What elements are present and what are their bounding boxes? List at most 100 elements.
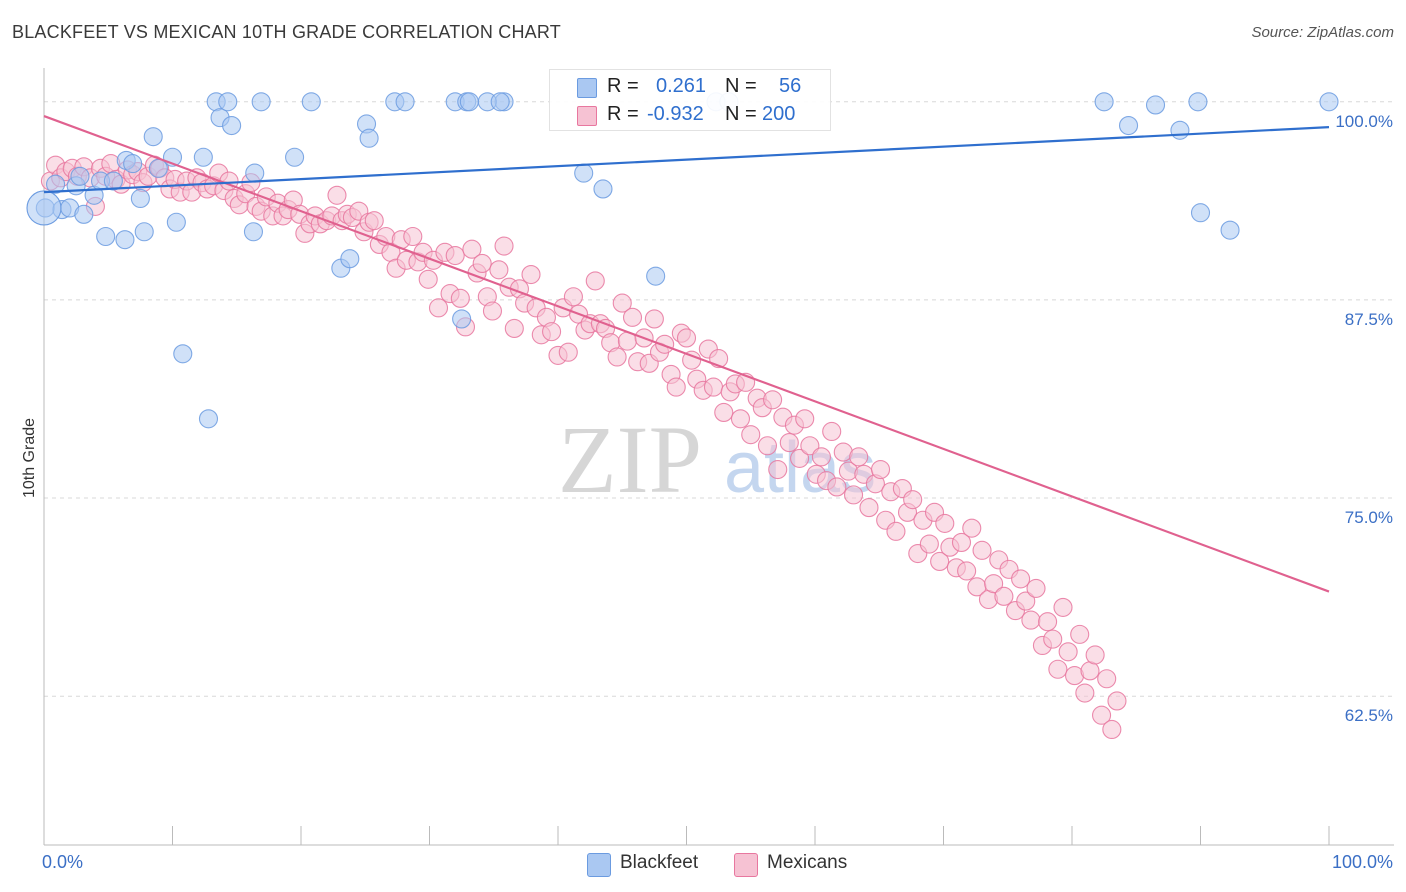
mexicans-point <box>655 334 675 354</box>
mexicans-point <box>1053 597 1073 617</box>
blackfeet-point <box>70 166 90 186</box>
mexicans-point <box>666 377 686 397</box>
mexicans-point <box>730 409 751 429</box>
mexicans-point <box>504 318 524 338</box>
blackfeet-point <box>245 163 265 183</box>
mexicans-point <box>676 328 697 348</box>
mexicans-point <box>811 447 831 467</box>
mexicans-point <box>364 211 384 231</box>
blackfeet-point <box>251 92 271 112</box>
y-tick-label: 75.0% <box>1345 508 1393 527</box>
mexicans-point <box>849 447 869 467</box>
mexicans-point <box>462 239 482 259</box>
legend-r-label: R = <box>607 75 639 97</box>
mexicans-point <box>795 409 815 429</box>
legend-n-value: 56 <box>779 75 802 97</box>
blackfeet-point <box>646 266 666 286</box>
mexicans-point <box>1038 612 1058 632</box>
blackfeet-point <box>222 116 242 136</box>
mexicans-point <box>870 459 891 480</box>
mexicans-point <box>558 342 578 362</box>
blackfeet-point <box>1118 116 1139 136</box>
mexicans-point <box>327 185 347 205</box>
mexicans-point <box>919 534 939 554</box>
mexicans-point <box>1011 569 1031 589</box>
legend-swatch-blackfeet <box>577 78 597 98</box>
legend-r-value: 0.261 <box>656 75 707 97</box>
blackfeet-point <box>1170 120 1190 140</box>
chart-title: BLACKFEET VS MEXICAN 10TH GRADE CORRELAT… <box>12 22 561 42</box>
mexicans-point <box>984 574 1004 594</box>
mexicans-point <box>741 425 761 445</box>
mexicans-point <box>972 540 992 560</box>
mexicans-point <box>607 347 627 367</box>
mexicans-point <box>1048 659 1068 679</box>
mexicans-point <box>768 459 788 480</box>
blackfeet-point <box>452 309 472 329</box>
y-axis-label: 10th Grade <box>21 417 38 499</box>
mexicans-point <box>418 269 438 289</box>
mexicans-point <box>1085 645 1105 665</box>
y-tick-label: 87.5% <box>1345 310 1393 329</box>
mexicans-point <box>445 245 465 266</box>
mexicans-point <box>822 421 842 442</box>
mexicans-point <box>1021 610 1041 630</box>
mexicans-point <box>403 226 423 247</box>
blackfeet-point <box>1190 203 1211 223</box>
blackfeet-point <box>193 147 213 167</box>
blackfeet-point <box>123 154 143 174</box>
mexicans-point <box>542 322 562 342</box>
blackfeet-point <box>1319 92 1339 112</box>
mexicans-point <box>622 307 643 327</box>
blackfeet-point <box>198 409 219 429</box>
blackfeet-point <box>1145 95 1166 115</box>
mexicans-point <box>859 498 879 518</box>
legend-label-mexicans: Mexicans <box>767 852 848 873</box>
blackfeet-point <box>359 128 379 148</box>
legend-r-label: R = <box>607 103 639 125</box>
legend-swatch-mexicans <box>734 853 758 877</box>
mexicans-point <box>886 521 906 541</box>
mexicans-point <box>472 253 492 274</box>
watermark-zip: ZIP <box>558 406 702 513</box>
blackfeet-point <box>1220 220 1240 240</box>
blackfeet-point <box>74 204 94 224</box>
mexicans-point <box>779 433 799 453</box>
blackfeet-point <box>218 92 238 112</box>
mexicans-point <box>714 402 734 423</box>
legend-swatch-blackfeet <box>587 853 611 877</box>
blackfeet-point <box>46 174 66 194</box>
mexicans-point <box>585 271 605 291</box>
mexicans-point <box>957 561 977 581</box>
blackfeet-point <box>395 92 415 112</box>
blackfeet-point <box>26 190 62 226</box>
y-tick-label: 62.5% <box>1345 706 1393 725</box>
mexicans-point <box>428 298 449 318</box>
mexicans-point <box>1026 578 1046 598</box>
mexicans-point <box>827 477 847 497</box>
blackfeet-point <box>115 230 135 250</box>
x-tick-max: 100.0% <box>1331 852 1393 872</box>
y-tick-labels: 100.0% 87.5% 75.0% 62.5% <box>1335 112 1393 725</box>
source-label: Source: ZipAtlas.com <box>1251 24 1394 41</box>
mexicans-point <box>903 490 923 510</box>
blackfeet-point <box>1094 92 1114 112</box>
blackfeet-point <box>574 163 594 183</box>
mexicans-point <box>1092 705 1112 725</box>
blackfeet-point <box>173 344 193 364</box>
mexicans-point <box>521 265 541 285</box>
mexicans-point <box>994 586 1014 606</box>
legend-swatch-mexicans <box>577 106 597 126</box>
mexicans-point <box>489 260 509 280</box>
stats-legend: R = 0.261 N = 56 R = -0.932 N = 200 <box>549 69 831 131</box>
mexicans-point <box>450 288 470 308</box>
trend-lines <box>43 115 1330 593</box>
mexicans-point <box>757 436 778 456</box>
mexicans-point <box>1016 591 1036 611</box>
blackfeet-point <box>166 212 186 232</box>
mexicans-point <box>612 293 632 313</box>
mexicans-point <box>703 377 724 397</box>
blackfeet-point <box>301 92 321 112</box>
mexicans-trend-line <box>43 115 1330 593</box>
